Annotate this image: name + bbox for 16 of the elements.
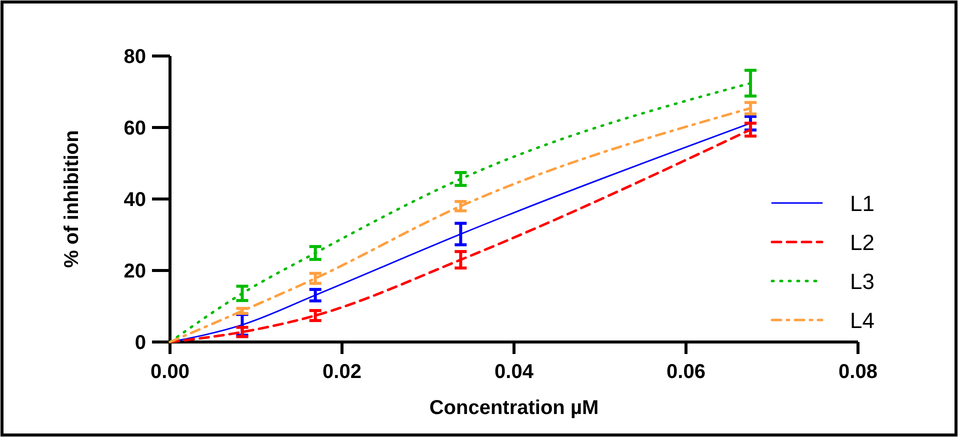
x-tick-label: 0.00 [150,361,190,383]
legend-label: L3 [850,269,874,294]
y-tick-label: 40 [124,189,146,211]
x-tick-label: 0.02 [322,361,362,383]
x-tick-label: 0.06 [666,361,706,383]
y-tick-label: 0 [134,332,146,354]
y-axis-title: % of inhibition [61,130,83,268]
legend-label: L2 [850,230,874,255]
y-tick-label: 20 [124,260,146,282]
x-tick-label: 0.08 [838,361,878,383]
legend-label: L4 [850,308,874,333]
legend-label: L1 [850,191,874,216]
x-axis-title: Concentration µM [429,397,599,419]
y-tick-label: 60 [124,118,146,140]
y-tick-label: 80 [124,46,146,68]
x-tick-label: 0.04 [494,361,534,383]
